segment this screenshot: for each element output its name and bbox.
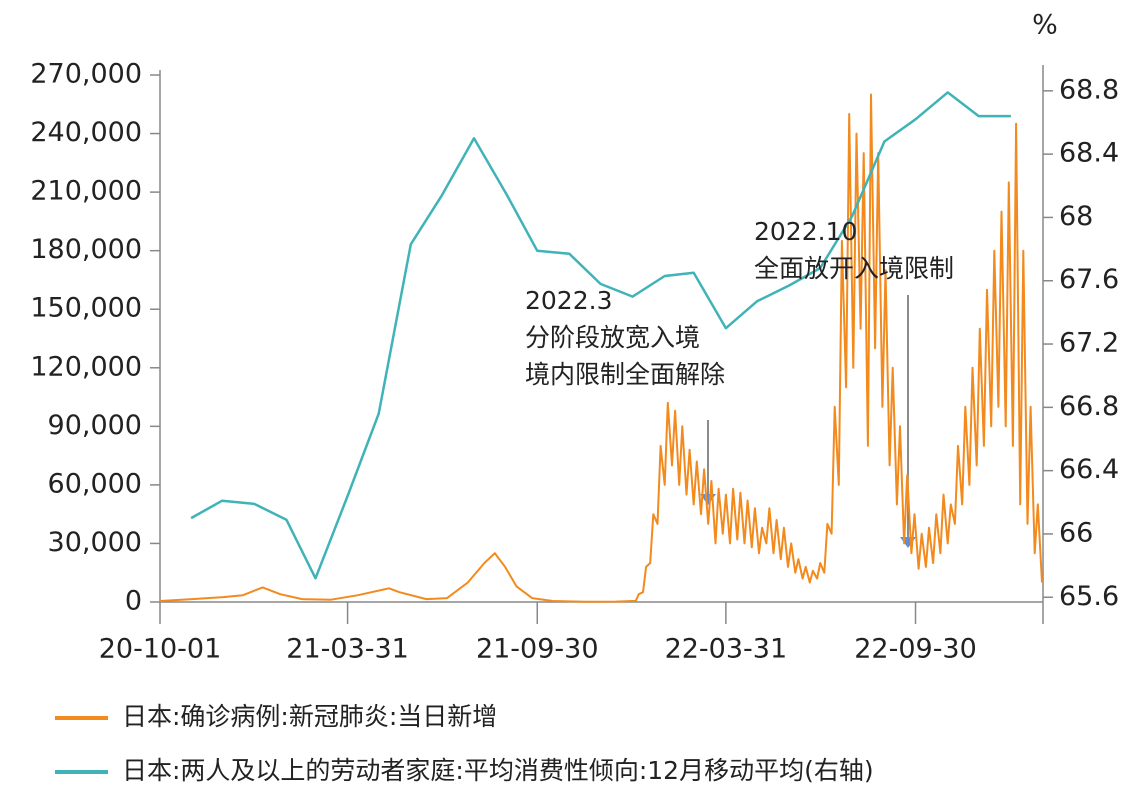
x-tick-label: 20-10-01: [99, 634, 222, 665]
annotation: 2022.10: [754, 217, 857, 246]
annotation: 2022.3: [525, 286, 612, 315]
y2-tick-label: 68: [1059, 201, 1093, 232]
y-tick-label: 90,000: [48, 410, 142, 441]
y2-tick-label: 67.2: [1059, 328, 1119, 359]
y2-tick-label: 66.4: [1059, 454, 1119, 485]
annotation: 境内限制全面解除: [525, 360, 725, 389]
y-tick-label: 240,000: [30, 117, 142, 148]
y-tick-label: 120,000: [30, 351, 142, 382]
y2-tick-label: 67.6: [1059, 264, 1119, 295]
y-tick-label: 30,000: [48, 527, 142, 558]
x-tick-label: 22-03-31: [665, 634, 788, 665]
legend-label: 日本:两人及以上的劳动者家庭:平均消费性倾向:12月移动平均(右轴): [122, 756, 874, 785]
y-tick-label: 180,000: [30, 234, 142, 265]
annotation: 全面放开入境限制: [754, 254, 954, 283]
y2-tick-label: 68.8: [1059, 74, 1119, 105]
legend-label: 日本:确诊病例:新冠肺炎:当日新增: [122, 702, 497, 731]
x-tick-label: 21-03-31: [286, 634, 409, 665]
series-line: [159, 93, 1043, 603]
y-tick-label: 150,000: [30, 293, 142, 324]
y-tick-label: 210,000: [30, 176, 142, 207]
y-tick-label: 270,000: [30, 59, 142, 90]
y-tick-label: 60,000: [48, 468, 142, 499]
y2-tick-label: 65.6: [1059, 581, 1119, 612]
series-line: [190, 91, 1011, 580]
y2-axis-label: %: [1032, 10, 1058, 41]
x-tick-label: 22-09-30: [854, 634, 977, 665]
x-tick-label: 21-09-30: [476, 634, 599, 665]
y2-tick-label: 68.4: [1059, 138, 1119, 169]
annotation-arrow-head: [900, 537, 916, 548]
annotation: 分阶段放宽入境: [525, 323, 700, 352]
y2-tick-label: 66.8: [1059, 391, 1119, 422]
y-tick-label: 0: [125, 586, 142, 617]
y2-tick-label: 66: [1059, 517, 1093, 548]
